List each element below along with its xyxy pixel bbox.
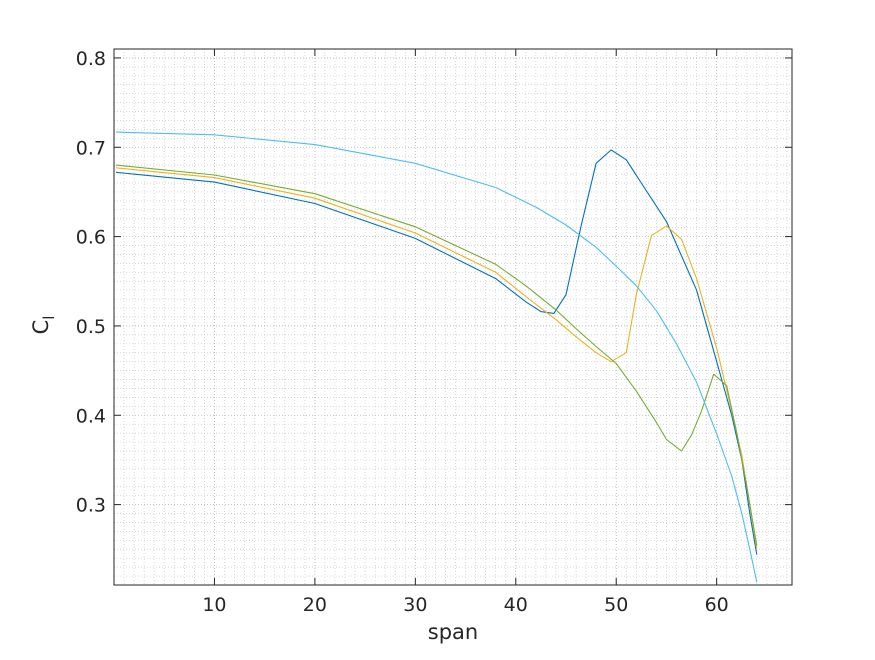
series-layer bbox=[115, 131, 758, 583]
series-line-1 bbox=[115, 149, 758, 555]
x-tick-label: 60 bbox=[705, 594, 729, 616]
series-line-3 bbox=[115, 164, 758, 546]
x-tick-label: 50 bbox=[604, 594, 628, 616]
x-tick-label: 30 bbox=[403, 594, 427, 616]
tick-labels: 10 20 30 40 50 60 0.3 0.4 0.5 0.6 0.7 0.8 bbox=[76, 48, 729, 616]
ticks bbox=[114, 49, 792, 585]
x-tick-label: 40 bbox=[504, 594, 528, 616]
x-tick-label: 10 bbox=[202, 594, 226, 616]
minor-grid bbox=[114, 49, 792, 585]
y-axis-label-subscript: l bbox=[40, 316, 58, 320]
y-tick-label: 0.5 bbox=[76, 316, 106, 338]
axes-box bbox=[113, 48, 793, 586]
y-tick-label: 0.7 bbox=[76, 137, 106, 159]
x-tick-label: 20 bbox=[303, 594, 327, 616]
y-axis-label: Cl bbox=[29, 316, 58, 335]
series-line-4 bbox=[115, 131, 758, 583]
y-tick-label: 0.4 bbox=[76, 405, 106, 427]
y-tick-label: 0.8 bbox=[76, 48, 106, 70]
y-axis-label-main: C bbox=[29, 320, 53, 335]
axes-frame bbox=[113, 48, 793, 586]
series-line-2 bbox=[115, 167, 758, 550]
y-tick-label: 0.6 bbox=[76, 227, 106, 249]
y-tick-label: 0.3 bbox=[76, 495, 106, 517]
x-axis-label: span bbox=[428, 620, 478, 644]
